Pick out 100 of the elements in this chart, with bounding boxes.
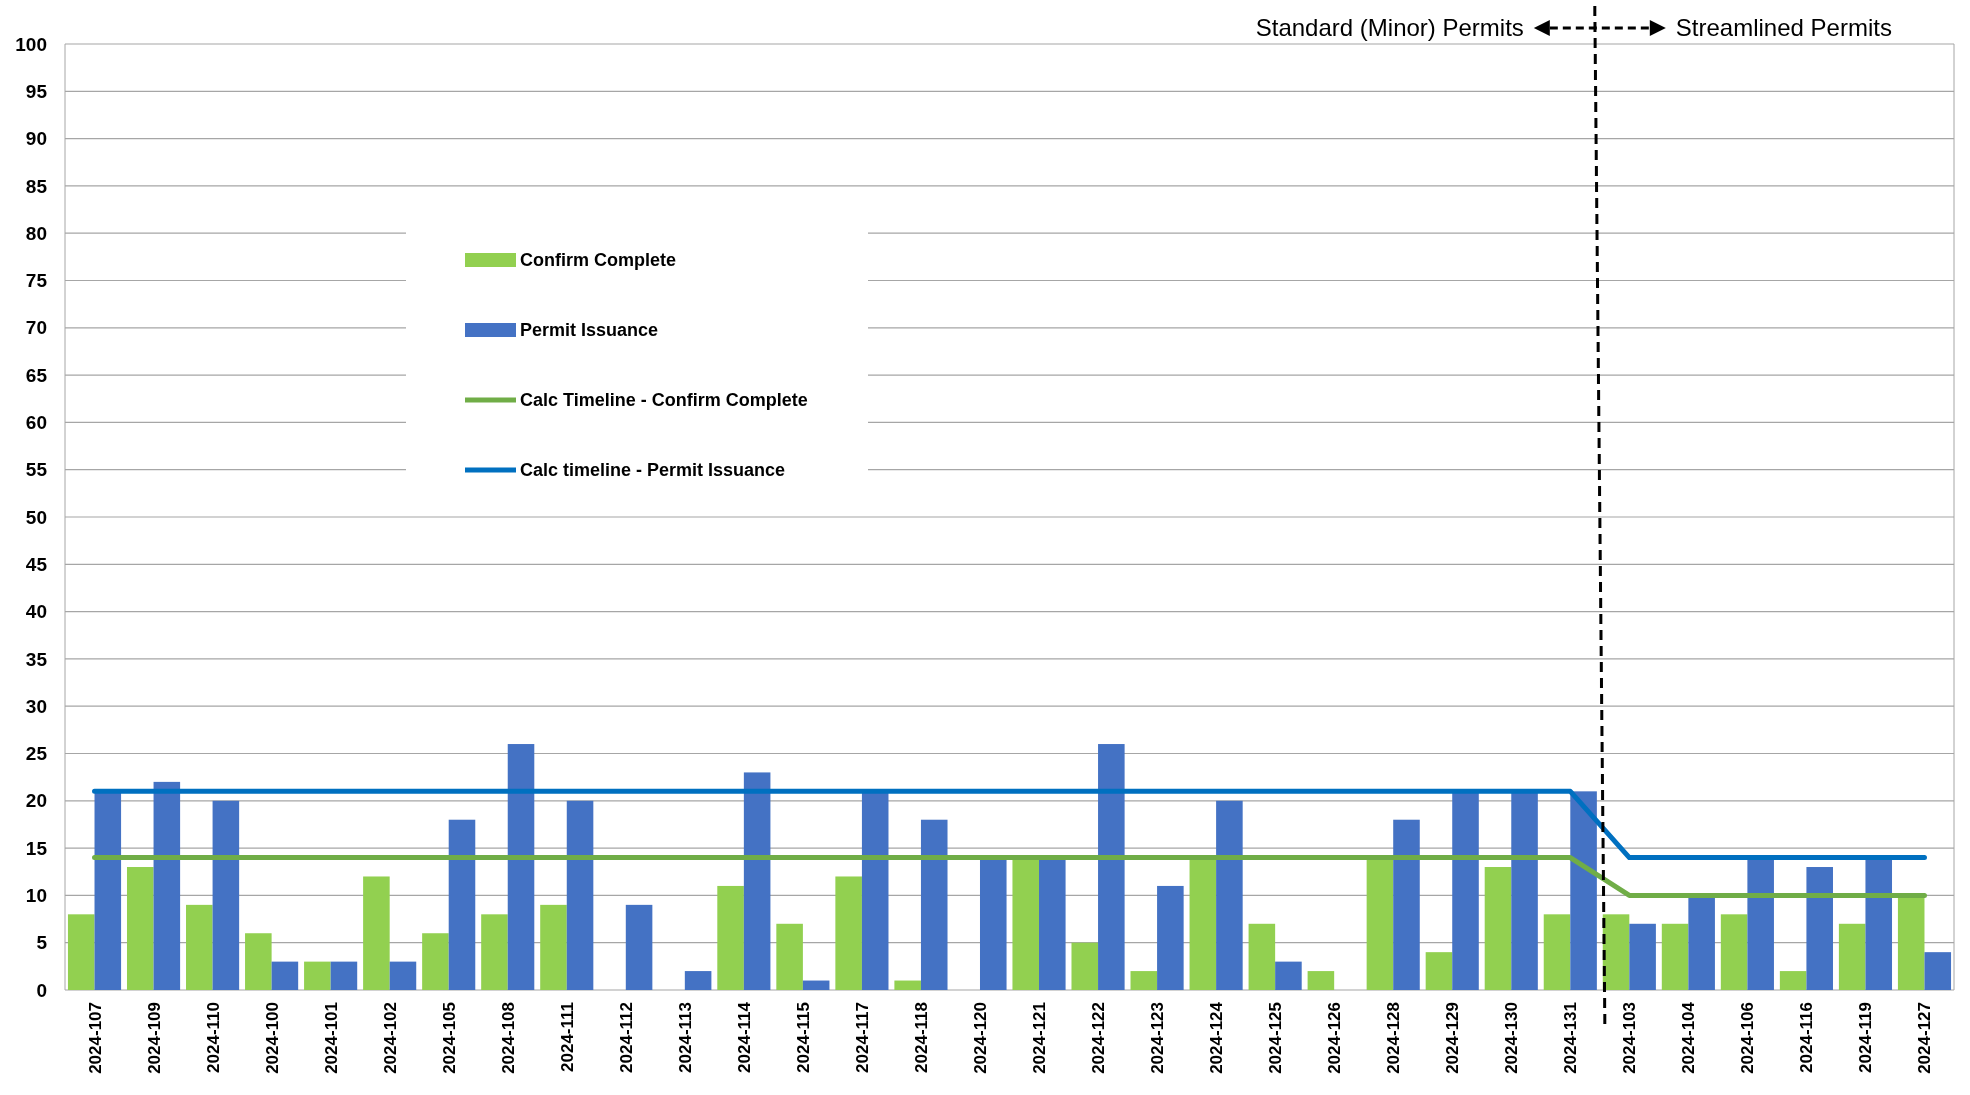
x-tick-label: 2024-127 [1915,1002,1935,1074]
bar [1688,895,1715,990]
y-tick-label: 80 [25,222,47,244]
bar [1484,867,1512,990]
y-tick-label: 25 [25,743,48,765]
bar [389,961,417,990]
x-tick-label: 2024-117 [852,1002,872,1073]
bar [330,961,358,990]
bar [245,933,272,990]
bar [1806,867,1833,990]
bar [1157,885,1184,990]
bar [1570,791,1597,990]
bar [67,914,95,990]
x-tick-label: 2024-114 [734,1001,754,1073]
bar [717,885,744,990]
x-tick-label: 2024-108 [498,1002,518,1074]
bar [481,914,508,990]
bar [835,876,862,990]
x-tick-label: 2024-110 [203,1002,223,1073]
x-tick-label: 2024-116 [1797,1002,1817,1073]
x-tick-label: 2024-126 [1325,1002,1345,1074]
bar [212,800,240,990]
bar [1629,923,1656,990]
bar [507,744,535,990]
bar [1425,952,1453,990]
bar [1747,857,1774,990]
y-tick-label: 40 [25,601,47,623]
bar [271,961,299,990]
bar [1012,857,1040,990]
bar [1366,857,1394,990]
x-tick-label: 2024-113 [675,1002,695,1073]
bar [1039,857,1066,990]
bar [1602,914,1630,990]
bar [1897,895,1925,990]
bar [1307,971,1335,990]
x-tick-label: 2024-122 [1089,1002,1109,1074]
x-tick-label: 2024-123 [1148,1002,1168,1074]
x-tick-label: 2024-124 [1207,1001,1227,1074]
y-tick-label: 100 [15,33,47,55]
bar [1189,857,1217,990]
bar [126,867,154,990]
x-tick-label: 2024-131 [1561,1002,1581,1074]
x-tick-label: 2024-119 [1856,1002,1876,1073]
bar [153,781,181,990]
x-tick-label: 2024-101 [321,1002,341,1074]
x-tick-label: 2024-118 [911,1002,931,1073]
y-tick-label: 95 [25,80,48,102]
x-tick-label: 2024-121 [1030,1002,1050,1074]
y-tick-label: 20 [25,790,47,812]
x-tick-label: 2024-120 [970,1002,990,1074]
bar [1779,971,1807,990]
x-tick-label: 2024-105 [439,1002,459,1074]
x-tick-label: 2024-106 [1738,1002,1758,1074]
bar [1511,791,1538,990]
y-tick-label: 30 [25,695,47,717]
bar [625,904,653,990]
legend-label: Calc Timeline - Confirm Complete [520,390,808,411]
bar [1452,791,1479,990]
y-tick-label: 70 [25,317,47,339]
bar [1720,914,1748,990]
y-tick-label: 60 [25,412,47,434]
bar [94,791,122,990]
x-tick-label: 2024-129 [1443,1002,1463,1074]
text: Streamlined Permits [1675,14,1892,42]
x-tick-label: 2024-128 [1384,1002,1404,1074]
x-tick-label: 2024-115 [793,1002,813,1073]
y-tick-label: 0 [36,979,47,1001]
bar [979,857,1007,990]
y-tick-label: 10 [25,885,47,907]
bar [684,971,712,990]
x-tick-label: 2024-125 [1266,1002,1286,1074]
bar [894,980,921,990]
bar [1865,857,1893,990]
y-tick-label: 85 [25,175,48,197]
x-tick-label: 2024-107 [85,1002,105,1074]
x-tick-label: 2024-130 [1502,1002,1522,1074]
bar [1275,961,1302,990]
bar [1661,923,1689,990]
legend-label: Calc timeline - Permit Issuance [520,460,786,481]
bar [802,980,830,990]
x-tick-label: 2024-102 [380,1002,400,1074]
bar [1130,971,1158,990]
bar [920,819,948,990]
y-tick-label: 45 [25,553,48,575]
bar [448,819,476,990]
bar [1543,914,1571,990]
bar [743,772,771,990]
bar [776,923,803,990]
y-tick-label: 35 [25,648,48,670]
bar [1098,744,1125,990]
x-tick-label: 2024-104 [1679,1001,1699,1074]
bar [1924,952,1952,990]
x-tick-label: 2024-112 [616,1002,636,1073]
bar [363,876,390,990]
y-tick-label: 55 [25,459,48,481]
x-tick-label: 2024-100 [262,1002,282,1074]
x-tick-label: 2024-109 [144,1002,164,1074]
x-tick-label: 2024-103 [1620,1002,1640,1074]
text: Standard (Minor) Permits [1255,14,1524,42]
bar [566,800,594,990]
